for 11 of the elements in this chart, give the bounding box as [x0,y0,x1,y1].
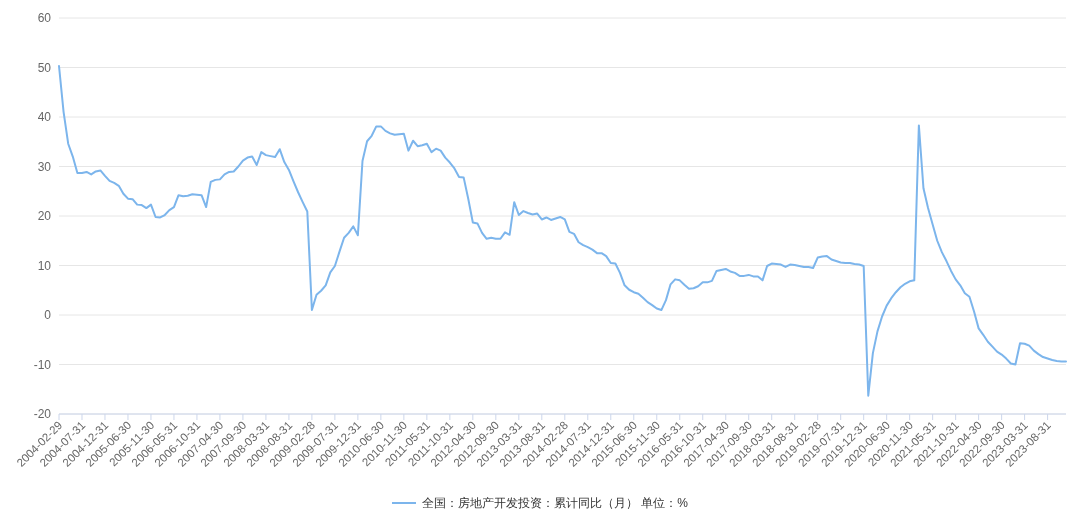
y-tick-label: 50 [37,60,52,75]
y-tick-label: 20 [37,209,52,223]
y-tick-label: 40 [37,110,52,124]
line-series [58,65,1067,397]
y-tick-label: 60 [37,11,52,25]
y-tick-label: 0 [44,308,52,322]
legend-label: 全国：房地产开发投资：累计同比（月） 单位：% [421,496,689,510]
y-tick-label: 10 [37,258,52,273]
y-tick-label: -20 [33,407,52,421]
y-tick-label: -10 [33,357,52,372]
y-tick-label: 30 [37,159,52,174]
